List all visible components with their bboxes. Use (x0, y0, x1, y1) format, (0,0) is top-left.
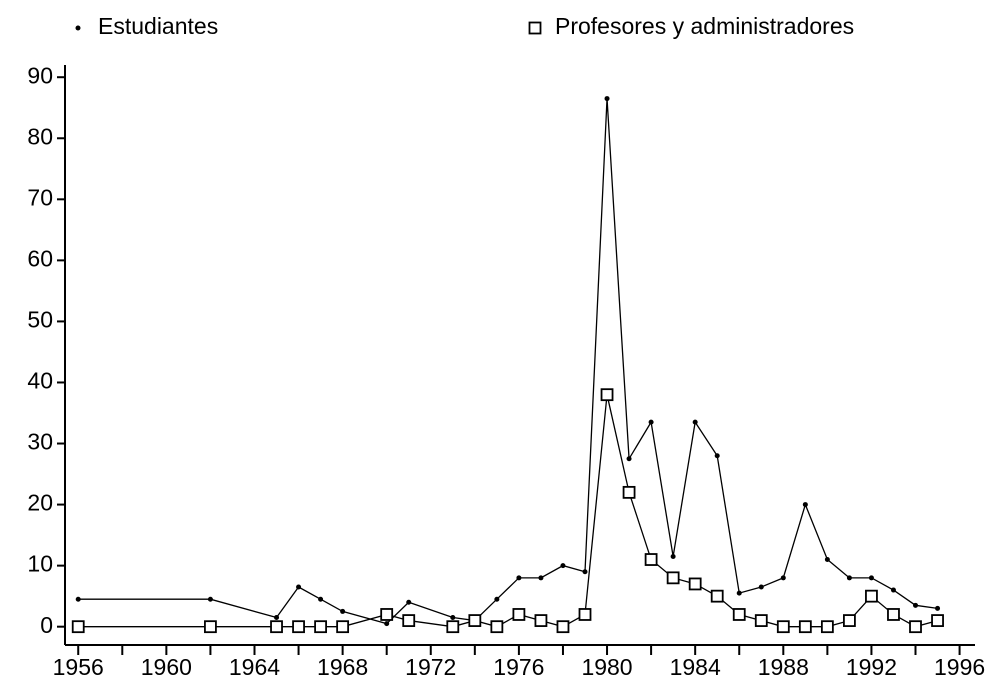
data-point (450, 615, 456, 621)
data-point (688, 577, 702, 591)
data-point (468, 614, 482, 627)
data-point (556, 620, 570, 634)
x-tick-label: 1980 (581, 654, 632, 680)
data-point (314, 620, 327, 634)
x-tick-label: 1964 (229, 654, 280, 680)
data-point (935, 605, 941, 611)
legend-marker (75, 25, 81, 31)
x-tick-label: 1956 (53, 654, 104, 680)
data-point (512, 608, 526, 621)
data-point (824, 557, 830, 563)
x-tick-label: 1988 (758, 654, 809, 680)
legend-label: Estudiantes (98, 13, 218, 39)
y-tick-label: 20 (27, 490, 53, 516)
data-point (538, 575, 544, 581)
data-point (887, 608, 900, 621)
y-tick-label: 50 (27, 306, 53, 332)
y-tick-label: 30 (27, 429, 53, 455)
data-point (622, 485, 636, 499)
data-point (292, 620, 305, 634)
data-point (890, 587, 896, 593)
data-point (406, 599, 412, 605)
series-line (78, 394, 938, 628)
data-point (776, 620, 790, 634)
data-point (780, 575, 786, 581)
y-tick-label: 90 (27, 62, 53, 88)
data-point (868, 575, 874, 581)
data-point (340, 608, 346, 614)
y-tick-label: 80 (27, 123, 53, 149)
x-tick-label: 1996 (934, 654, 985, 680)
x-tick-label: 1972 (405, 654, 456, 680)
x-tick-label: 1976 (493, 654, 544, 680)
y-tick-label: 10 (27, 551, 53, 577)
data-point (820, 620, 834, 634)
x-tick-label: 1984 (670, 654, 721, 680)
data-point (626, 456, 632, 462)
data-point (710, 589, 724, 603)
data-point (670, 553, 676, 559)
data-point (490, 620, 504, 634)
data-point (384, 621, 390, 627)
legend-marker (528, 21, 542, 35)
data-point (865, 589, 878, 603)
data-point (380, 608, 394, 621)
data-point (560, 563, 566, 569)
data-point (736, 590, 742, 596)
data-point (931, 614, 944, 627)
data-point (75, 596, 81, 602)
data-point (600, 388, 614, 402)
data-point (534, 614, 548, 627)
data-point (913, 602, 919, 608)
data-point (644, 553, 658, 566)
x-tick-label: 1968 (317, 654, 368, 680)
data-point (270, 620, 283, 634)
data-point (648, 419, 654, 425)
data-point (494, 596, 500, 602)
data-point (336, 620, 350, 634)
data-point (798, 620, 812, 634)
data-point (909, 620, 922, 634)
data-point (204, 620, 217, 634)
y-tick-label: 60 (27, 245, 53, 271)
data-point (402, 614, 416, 627)
data-point (732, 608, 746, 621)
data-point (846, 575, 852, 581)
y-tick-label: 40 (27, 368, 53, 394)
x-tick-label: 1960 (141, 654, 192, 680)
y-tick-label: 0 (40, 612, 53, 638)
series-line (78, 98, 938, 625)
data-point (843, 614, 856, 627)
data-point (714, 453, 720, 459)
data-point (516, 575, 522, 581)
data-point (296, 584, 302, 590)
data-point (446, 620, 460, 634)
data-point (71, 620, 85, 634)
data-point (318, 596, 324, 602)
data-point (604, 96, 610, 102)
data-point (754, 614, 768, 627)
data-point (758, 584, 764, 590)
data-point (666, 571, 680, 585)
data-point (692, 419, 698, 425)
data-point (802, 502, 808, 508)
data-point (582, 569, 588, 575)
x-tick-label: 1992 (846, 654, 897, 680)
data-point (207, 596, 213, 602)
legend-label: Profesores y administradores (555, 13, 854, 39)
y-tick-label: 70 (27, 184, 53, 210)
data-point (274, 615, 280, 621)
data-point (578, 608, 592, 621)
